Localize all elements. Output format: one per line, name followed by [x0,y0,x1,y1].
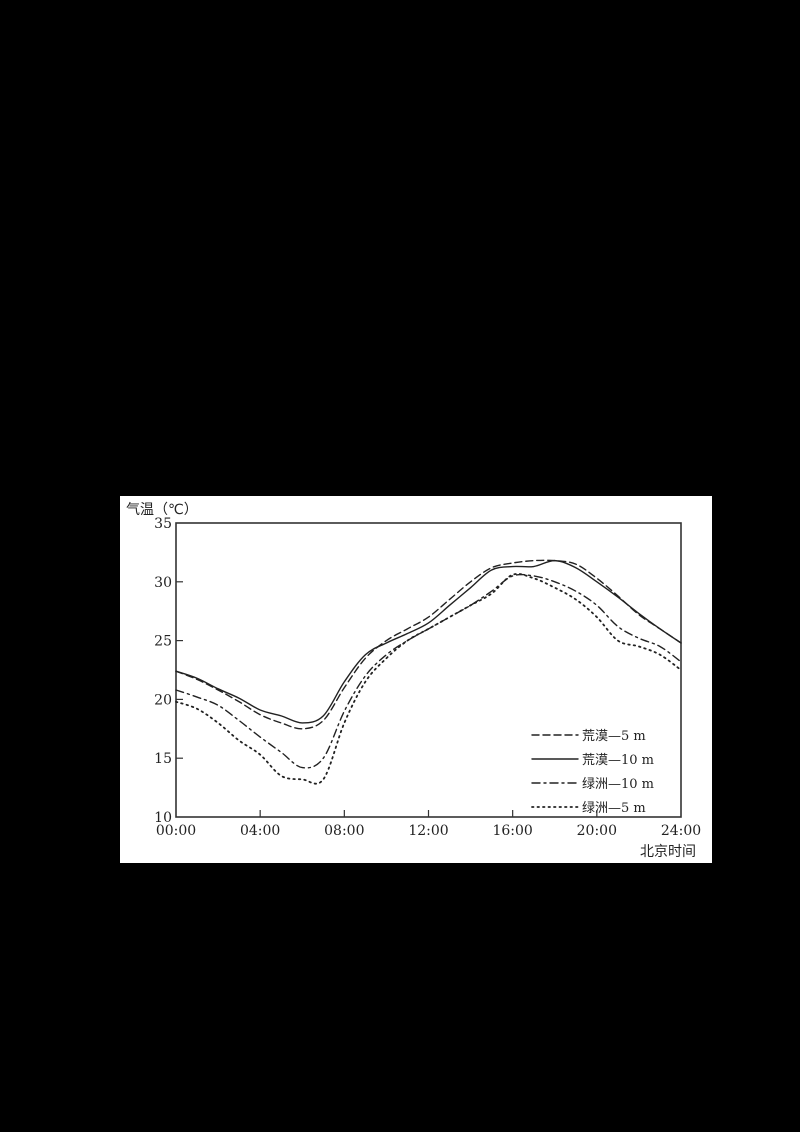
legend-label: 绿洲—10 m [582,777,654,792]
x-tick-label: 08:00 [324,823,364,839]
series-lines [175,559,682,785]
x-tick-label: 12:00 [408,823,448,839]
legend-label: 绿洲—5 m [582,801,646,816]
legend-label: 荒漠—10 m [582,753,654,768]
temperature-chart: 气温（℃） 北京时间 10 15 20 25 30 35 00:00 04:00 08:00 1… [120,496,712,863]
chart-canvas: 气温（℃） 北京时间 10 15 20 25 30 35 00:00 04:00 08:00 1… [126,502,701,860]
x-tick-label: 20:00 [577,823,617,839]
y-tick-label: 25 [154,634,172,650]
legend: 荒漠—5 m 荒漠—10 m 绿洲—10 m 绿洲—5 m [531,729,654,816]
y-tick-label: 15 [154,751,172,767]
x-tick-label: 00:00 [156,823,196,839]
x-tick-label: 16:00 [492,823,532,839]
series-line [175,559,682,730]
y-axis-title: 气温（℃） [126,502,198,518]
x-axis-ticks: 00:00 04:00 08:00 12:00 16:00 20:00 24:00 [156,810,701,839]
y-tick-label: 30 [154,575,172,591]
plot-frame [175,522,682,818]
y-tick-label: 10 [154,810,172,826]
series-line [175,559,682,724]
x-tick-label: 24:00 [661,823,701,839]
y-tick-label: 20 [154,692,172,708]
x-tick-label: 04:00 [240,823,280,839]
y-axis-ticks: 10 15 20 25 30 35 [154,516,183,826]
y-tick-label: 35 [154,516,172,532]
legend-label: 荒漠—5 m [582,729,646,744]
series-line [175,573,682,785]
x-axis-title: 北京时间 [640,844,696,860]
